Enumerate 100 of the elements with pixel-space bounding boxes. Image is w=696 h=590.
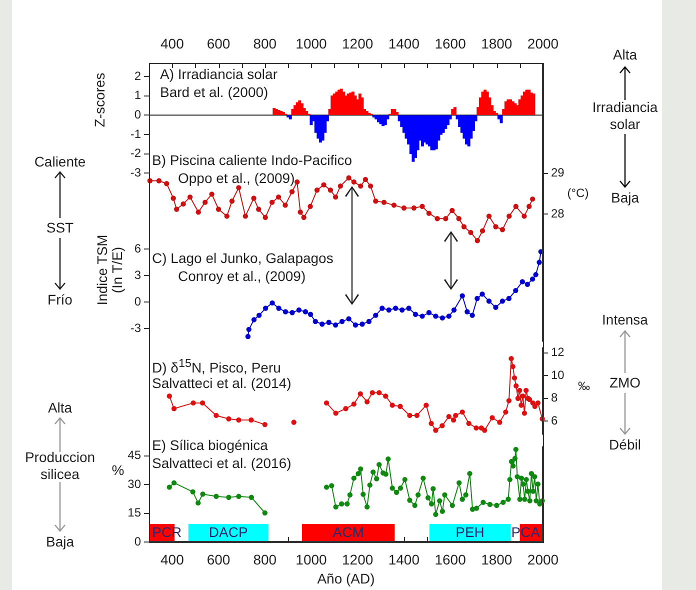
y-axis-title: Indice TSM (In T/E) — [94, 234, 125, 308]
y2-tick-label: 29 — [551, 166, 565, 180]
x-tick-label: 1600 — [434, 551, 466, 568]
band-label: PEH — [456, 524, 484, 540]
point — [443, 216, 448, 222]
point — [407, 412, 412, 418]
y-axis-title: Z-scores — [92, 72, 108, 130]
point — [170, 196, 176, 201]
point — [440, 315, 446, 321]
point — [282, 309, 288, 314]
point — [246, 326, 252, 332]
point — [256, 206, 262, 212]
y-tick-label: -3 — [130, 165, 142, 180]
point — [351, 179, 356, 185]
point — [370, 390, 376, 396]
point — [446, 314, 452, 319]
point — [343, 406, 348, 412]
point — [508, 356, 514, 362]
bar — [532, 94, 536, 115]
point — [358, 391, 363, 396]
point — [460, 293, 465, 298]
y-tick-label: 0 — [134, 294, 142, 308]
point — [339, 318, 345, 324]
point — [324, 400, 330, 406]
text: Débil — [608, 436, 642, 454]
point — [376, 390, 382, 396]
x-tick-label: 1800 — [481, 35, 512, 52]
point — [506, 398, 512, 404]
text: Caliente — [33, 154, 87, 170]
point — [291, 420, 296, 425]
point — [164, 181, 170, 186]
point — [236, 185, 242, 190]
y2-tick-label: 10 — [551, 368, 565, 382]
text: Conroy et al., (2009) — [178, 268, 306, 284]
x-tick-label: 1400 — [388, 35, 420, 52]
point — [468, 230, 474, 236]
point — [510, 364, 516, 370]
text: Oppo et al., (2009) — [178, 170, 295, 186]
point — [480, 291, 485, 297]
point — [226, 416, 232, 422]
point — [412, 312, 418, 318]
point — [451, 307, 457, 313]
y-tick-label: -2 — [130, 146, 142, 160]
x-tick-label: 600 — [206, 551, 230, 568]
point — [482, 428, 488, 433]
y-tick-label: 0 — [134, 534, 142, 548]
point — [401, 205, 407, 211]
text: Intensa — [601, 312, 649, 328]
point — [328, 188, 334, 193]
y-tick-label: -1 — [130, 126, 142, 141]
point — [434, 216, 440, 222]
bar — [393, 109, 396, 115]
point — [466, 420, 472, 426]
point — [362, 176, 368, 182]
point — [446, 414, 452, 420]
point — [535, 400, 540, 406]
point — [380, 306, 385, 311]
point — [530, 276, 536, 282]
point — [262, 422, 268, 428]
point — [314, 188, 320, 193]
point — [326, 320, 332, 325]
y2-tick-label: 6 — [551, 413, 558, 428]
point — [276, 194, 282, 200]
point — [524, 282, 530, 287]
point — [460, 409, 465, 415]
point — [308, 204, 313, 210]
point — [516, 388, 522, 394]
point — [532, 404, 538, 409]
point — [338, 183, 344, 189]
point — [270, 300, 275, 306]
point — [180, 201, 186, 207]
point — [414, 412, 420, 418]
point — [399, 307, 405, 313]
bar — [300, 103, 304, 115]
point — [166, 394, 172, 399]
point — [450, 417, 456, 423]
point — [490, 415, 495, 420]
point — [269, 200, 275, 205]
point — [312, 318, 318, 324]
point — [393, 306, 398, 311]
y-tick-label: 45 — [128, 448, 142, 462]
point — [433, 314, 438, 319]
point — [332, 194, 338, 200]
point — [196, 210, 201, 215]
point — [530, 196, 536, 202]
point — [332, 322, 338, 328]
y-tick-label: 3 — [134, 268, 142, 282]
x-tick-label: 2000 — [527, 35, 559, 52]
point — [368, 183, 374, 189]
point — [426, 310, 432, 316]
point — [536, 260, 542, 265]
point — [512, 375, 518, 381]
point — [474, 425, 479, 431]
point — [486, 298, 492, 304]
text: Alta — [46, 400, 74, 416]
text: Salvatteci et al. (2014) — [152, 375, 292, 391]
y-tick-label: 0 — [134, 107, 142, 122]
point — [224, 214, 230, 219]
x-axis-title: Año (AD) — [317, 570, 375, 586]
x-tick-label: 1600 — [434, 35, 466, 52]
